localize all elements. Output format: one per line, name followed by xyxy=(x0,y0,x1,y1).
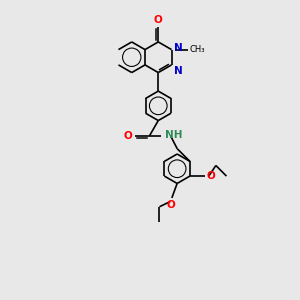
Text: O: O xyxy=(166,200,175,210)
Text: O: O xyxy=(124,131,133,141)
Text: N: N xyxy=(174,66,182,76)
Text: O: O xyxy=(207,171,215,181)
Text: CH₃: CH₃ xyxy=(190,45,205,54)
Text: O: O xyxy=(154,15,163,26)
Text: NH: NH xyxy=(165,130,182,140)
Text: N: N xyxy=(174,44,183,53)
